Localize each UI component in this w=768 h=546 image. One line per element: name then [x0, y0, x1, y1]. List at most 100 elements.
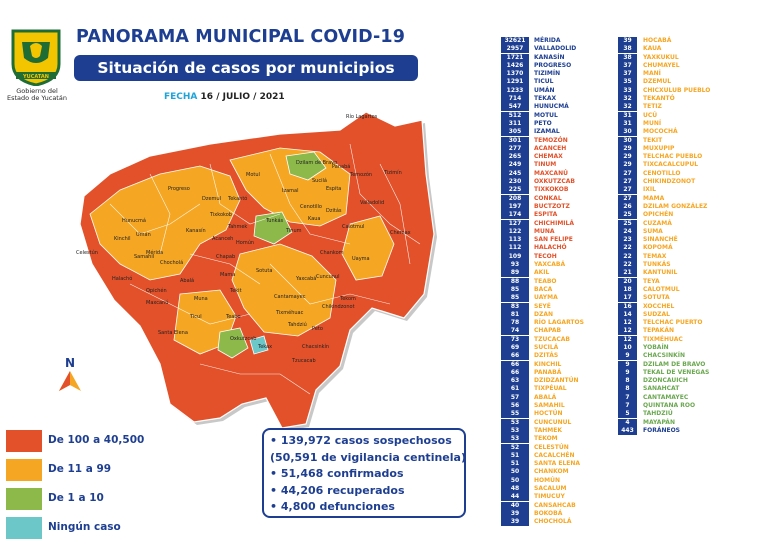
municipio-case-count: 48 — [501, 485, 529, 494]
municipio-name: ACANCEH — [534, 144, 567, 152]
map-place-label: Motul — [246, 172, 260, 178]
legend-swatch — [6, 459, 42, 481]
municipio-case-count: 83 — [501, 302, 529, 311]
municipio-case-count: 4 — [618, 418, 637, 427]
municipio-case-count: 2957 — [501, 45, 529, 54]
municipio-name: TEKAL DE VENEGAS — [643, 368, 710, 376]
municipio-case-count: 35 — [618, 78, 637, 87]
municipio-name: CHANKOM — [534, 468, 569, 476]
map-place-label: Tzucacab — [291, 358, 316, 364]
municipio-case-count: 9 — [618, 368, 637, 377]
map-place-label: Chankom — [320, 250, 344, 256]
municipio-case-count: 27 — [618, 178, 637, 187]
municipio-name: CHUMAYEL — [643, 61, 680, 69]
municipio-name: YOBAÍN — [643, 343, 669, 351]
municipio-case-count: 14 — [618, 310, 637, 319]
map-place-label: Tunkás — [265, 217, 284, 224]
municipio-name: CHICXULUB PUEBLO — [643, 86, 711, 94]
municipio-case-count: 27 — [618, 169, 637, 178]
municipio-case-count: 32 — [618, 95, 637, 104]
municipio-name: SANAHCAT — [643, 385, 680, 393]
yucatan-municipal-map: Dzilam de Bravo Río Lagartos Tizimín Chemax… — [76, 111, 437, 431]
municipio-case-count: 1721 — [501, 53, 529, 62]
map-place-label: Maxcanú — [146, 299, 168, 306]
municipio-case-count: 66 — [501, 360, 529, 369]
municipio-name: SACALUM — [534, 485, 567, 493]
municipio-name: PROGRESO — [534, 61, 572, 69]
municipio-case-count: 122 — [501, 227, 529, 236]
map-place-label: Umán — [136, 231, 151, 238]
map-place-label: Sucilá — [312, 177, 327, 184]
municipio-case-count: 30 — [618, 136, 637, 145]
municipio-case-count: 29 — [618, 153, 637, 162]
municipio-name: DZAN — [534, 310, 553, 318]
legend-swatch — [6, 517, 42, 539]
map-place-label: Teabo — [225, 314, 241, 320]
municipio-name: MUNA — [534, 227, 555, 235]
municipio-name: MAMA — [643, 194, 665, 202]
logo-caption-line-2: Estado de Yucatán — [7, 94, 67, 102]
municipio-name: TZUCACAB — [534, 335, 570, 343]
map-place-label: Progreso — [168, 186, 190, 192]
municipio-case-count: 9 — [618, 352, 637, 361]
municipio-case-count: 714 — [501, 95, 529, 104]
municipio-name: TIXKOKOB — [534, 186, 569, 194]
municipio-name: CUNCUNUL — [534, 418, 572, 426]
municipio-name: IZAMAL — [534, 128, 560, 136]
municipio-case-count: 44 — [501, 493, 529, 502]
municipio-case-count: 74 — [501, 327, 529, 336]
municipio-case-count: 66 — [501, 352, 529, 361]
municipio-case-count: 12 — [618, 335, 637, 344]
municipio-case-count: 301 — [501, 136, 529, 145]
municipio-name: OPICHÉN — [643, 211, 674, 219]
stat-line: • 51,468 confirmados — [270, 467, 404, 480]
teal-region — [249, 335, 269, 355]
municipio-case-count: 81 — [501, 310, 529, 319]
municipio-name: MANÍ — [643, 70, 661, 78]
legend-label: Ningún caso — [48, 521, 121, 533]
municipio-name: DZEMUL — [643, 78, 672, 86]
municipio-case-count: 31 — [618, 111, 637, 120]
map-place-label: Chikindzonot — [322, 304, 355, 310]
municipio-name: CHACSINKÍN — [643, 352, 686, 360]
map-place-label: Chacsinkín — [302, 343, 329, 350]
municipio-name: HOCTÚN — [534, 410, 563, 418]
municipio-name: TELCHAC PUEBLO — [643, 153, 703, 161]
map-place-label: Mama — [220, 272, 235, 278]
municipio-name: TIMUCUY — [534, 493, 565, 501]
municipio-case-count: 12 — [618, 319, 637, 328]
municipio-name: DZILAM GONZÁLEZ — [643, 202, 708, 210]
municipio-name: MÉRIDA — [534, 37, 561, 44]
orange-region-west — [89, 165, 241, 281]
municipio-name: SUDZAL — [643, 310, 670, 318]
municipio-case-count: 53 — [501, 435, 529, 444]
map-place-label: Kanasín — [186, 227, 206, 234]
municipio-name: TEMAX — [643, 252, 667, 260]
municipio-case-count: 29 — [618, 161, 637, 170]
map-place-label: Oxkutzcab — [230, 336, 256, 342]
municipio-name: UAYMA — [534, 294, 558, 302]
municipal-borders — [109, 143, 421, 395]
municipio-name: TIXMÉHUAC — [643, 335, 683, 343]
municipio-name: YAXCABÁ — [534, 261, 566, 269]
map-place-label: Tixméhuac — [275, 309, 304, 316]
municipio-case-count: 78 — [501, 319, 529, 328]
municipio-case-count: 63 — [501, 377, 529, 386]
municipio-case-count: 51 — [501, 460, 529, 469]
map-place-label: Tekantó — [227, 195, 247, 202]
yucatan-coat-of-arms-logo: YUCATAN — [11, 29, 61, 86]
municipio-case-count: 113 — [501, 236, 529, 245]
municipio-name: TELCHAC PUERTO — [643, 319, 703, 327]
municipio-case-count: 9 — [618, 360, 637, 369]
map-place-label: Santa Elena — [158, 330, 188, 336]
map-place-label: Valladolid — [360, 200, 384, 206]
map-place-label: Temozón — [349, 171, 372, 178]
map-place-label: Kaua — [308, 216, 321, 222]
logo-text: YUCATAN — [22, 74, 49, 80]
municipio-name: UCÚ — [643, 111, 658, 119]
municipio-name: IXIL — [643, 186, 656, 194]
municipio-case-count: 512 — [501, 111, 529, 120]
municipio-name: SAMAHIL — [534, 402, 565, 410]
municipio-name: SAN FELIPE — [534, 236, 573, 244]
map-place-label: Samahil — [134, 254, 154, 260]
